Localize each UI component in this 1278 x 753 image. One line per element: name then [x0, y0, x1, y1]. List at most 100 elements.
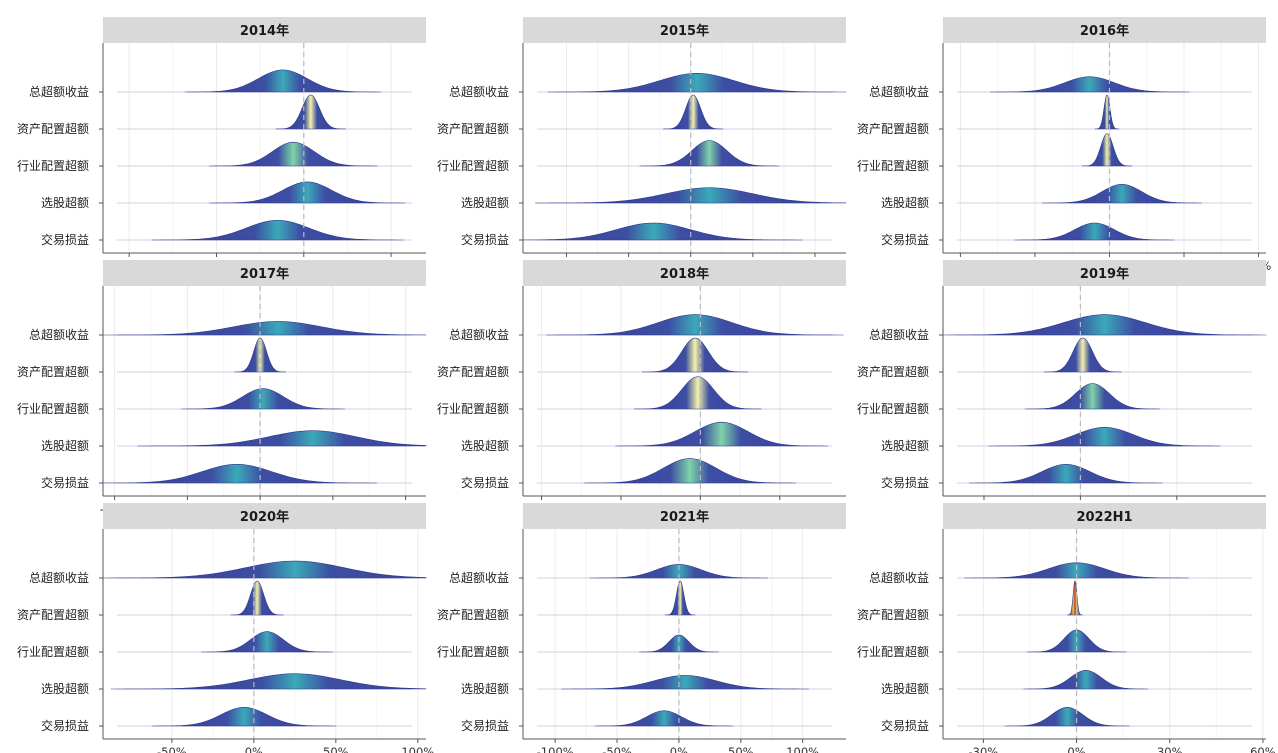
ridge-行业配置超额 — [1024, 383, 1161, 410]
y-category-label: 交易损益 — [881, 718, 929, 733]
y-category-label: 总超额收益 — [29, 327, 89, 342]
ridge-总超额收益 — [989, 76, 1190, 93]
ridge-行业配置超额 — [639, 140, 780, 167]
y-category-label: 行业配置超额 — [437, 158, 509, 173]
y-category-label: 资产配置超额 — [17, 364, 89, 379]
ridge-交易损益 — [102, 463, 377, 484]
ridge-总超额收益 — [102, 560, 427, 579]
x-tick-label: 60% — [1250, 745, 1276, 753]
facet-strip — [523, 17, 846, 43]
ridge-资产配置超额 — [275, 94, 346, 130]
facet-title: 2021年 — [660, 509, 709, 525]
y-category-label: 资产配置超额 — [857, 121, 929, 136]
y-category-label: 行业配置超额 — [857, 401, 929, 416]
y-category-label: 交易损益 — [461, 718, 509, 733]
y-category-label: 选股超额 — [41, 195, 89, 210]
y-category-label: 总超额收益 — [449, 84, 509, 99]
ridge-交易损益 — [583, 458, 796, 484]
ridge-行业配置超额 — [639, 634, 719, 653]
facet-strip — [103, 503, 426, 529]
ridge-选股超额 — [1042, 183, 1202, 204]
y-category-label: 行业配置超额 — [857, 644, 929, 659]
y-category-label: 资产配置超额 — [857, 607, 929, 622]
y-category-label: 交易损益 — [41, 718, 89, 733]
facet-panel-1: 2014年总超额收益资产配置超额行业配置超额选股超额交易损益-100%-50%0… — [17, 17, 426, 273]
x-tick-label: 0% — [670, 745, 688, 753]
ridge-行业配置超额 — [181, 388, 345, 410]
y-category-label: 资产配置超额 — [17, 607, 89, 622]
y-category-label: 资产配置超额 — [437, 364, 509, 379]
y-category-label: 交易损益 — [461, 232, 509, 247]
y-category-label: 总超额收益 — [29, 84, 89, 99]
ridge-交易损益 — [1004, 706, 1130, 727]
facet-title: 2016年 — [1080, 23, 1129, 39]
x-tick-label: -30% — [969, 745, 999, 753]
x-tick-label: 0% — [245, 745, 263, 753]
facet-panel-5: 2018年总超额收益资产配置超额行业配置超额选股超额交易损益-60%-30%0%… — [437, 260, 846, 516]
ridge-选股超额 — [561, 675, 809, 690]
y-category-label: 选股超额 — [881, 681, 929, 696]
y-category-label: 选股超额 — [41, 681, 89, 696]
y-category-label: 选股超额 — [881, 438, 929, 453]
y-category-label: 总超额收益 — [869, 327, 929, 342]
facet-strip — [943, 260, 1266, 286]
y-category-label: 行业配置超额 — [17, 401, 89, 416]
ridge-资产配置超额 — [665, 580, 696, 616]
y-category-label: 行业配置超额 — [437, 644, 509, 659]
ridge-资产配置超额 — [1094, 94, 1120, 130]
facet-title: 2020年 — [240, 509, 289, 525]
y-category-label: 交易损益 — [881, 232, 929, 247]
facet-panel-4: 2017年总超额收益资产配置超额行业配置超额选股超额交易损益-50%-25%0%… — [17, 260, 427, 516]
x-tick-label: 100% — [401, 745, 434, 753]
ridge-交易损益 — [969, 463, 1163, 484]
ridge-资产配置超额 — [1043, 337, 1122, 373]
ridge-交易损益 — [594, 710, 734, 727]
facet-title: 2017年 — [240, 266, 289, 282]
facet-title: 2015年 — [660, 23, 709, 39]
y-category-label: 行业配置超额 — [17, 158, 89, 173]
facet-strip — [103, 260, 426, 286]
y-category-label: 交易损益 — [881, 475, 929, 490]
ridge-资产配置超额 — [1067, 580, 1083, 616]
facet-strip — [943, 503, 1266, 529]
y-category-label: 选股超额 — [461, 681, 509, 696]
ridge-选股超额 — [110, 673, 427, 690]
x-tick-label: 30% — [1157, 745, 1183, 753]
facet-title: 2019年 — [1080, 266, 1129, 282]
ridge-行业配置超额 — [209, 141, 378, 167]
facet-panel-2: 2015年总超额收益资产配置超额行业配置超额选股超额交易损益-100%-50%0… — [437, 17, 847, 273]
facet-title: 2018年 — [660, 266, 709, 282]
ridge-总超额收益 — [102, 321, 427, 336]
ridge-行业配置超额 — [201, 631, 333, 653]
ridge-选股超额 — [137, 430, 427, 447]
y-category-label: 总超额收益 — [449, 570, 509, 585]
facet-strip — [523, 503, 846, 529]
y-category-label: 选股超额 — [881, 195, 929, 210]
y-category-label: 交易损益 — [41, 475, 89, 490]
y-category-label: 交易损益 — [41, 232, 89, 247]
y-category-label: 总超额收益 — [869, 84, 929, 99]
x-tick-label: -50% — [157, 745, 187, 753]
x-tick-label: 100% — [786, 745, 819, 753]
x-tick-label: 50% — [323, 745, 349, 753]
ridge-交易损益 — [151, 219, 404, 241]
y-category-label: 行业配置超额 — [437, 401, 509, 416]
ridge-选股超额 — [988, 426, 1221, 447]
facet-strip — [943, 17, 1266, 43]
ridge-资产配置超额 — [234, 337, 287, 373]
ridge-总超额收益 — [964, 562, 1189, 579]
x-tick-label: 50% — [728, 745, 754, 753]
ridge-交易损益 — [1014, 222, 1175, 241]
x-tick-label: -100% — [537, 745, 574, 753]
ridge-资产配置超额 — [663, 94, 724, 130]
ridge-资产配置超额 — [230, 580, 284, 616]
y-category-label: 选股超额 — [41, 438, 89, 453]
facet-strip — [103, 17, 426, 43]
y-category-label: 总超额收益 — [869, 570, 929, 585]
ridge-选股超额 — [209, 181, 406, 204]
ridge-总超额收益 — [546, 314, 844, 336]
x-tick-label: -50% — [602, 745, 632, 753]
